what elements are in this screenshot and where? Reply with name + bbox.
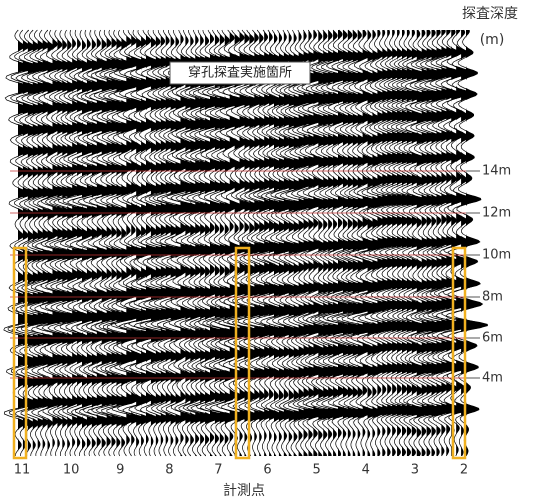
wiggle-trace <box>47 29 77 457</box>
depth-label: 10m <box>482 248 511 263</box>
wiggle-trace <box>36 29 68 457</box>
axis-unit: (m) <box>480 32 505 48</box>
wiggle-trace <box>90 29 119 457</box>
wiggle-trace <box>451 29 482 457</box>
trace-fill <box>210 30 228 456</box>
point-label: 11 <box>14 463 31 478</box>
depth-label: 8m <box>482 290 503 305</box>
wiggle-trace <box>144 29 176 457</box>
depth-label: 14m <box>482 164 511 179</box>
point-label: 3 <box>411 463 419 478</box>
point-label: 7 <box>214 463 222 478</box>
point-label: 8 <box>165 463 173 478</box>
wiggle-trace <box>133 29 167 457</box>
trace-fill <box>249 30 272 456</box>
borehole-box <box>12 246 28 460</box>
trace-fill <box>466 30 488 456</box>
wiggle-trace <box>3 29 32 457</box>
trace-fill <box>195 30 212 456</box>
wiggle-trace <box>110 29 141 457</box>
point-label: 4 <box>362 463 370 478</box>
trace-fill <box>323 30 343 456</box>
trace-fill <box>180 30 200 456</box>
depth-label: 12m <box>482 206 511 221</box>
overlay-group: 14m 12m 10m 8m 6m 4m 11 10 9 8 7 6 5 4 3 2 <box>10 164 511 478</box>
wiggle-trace <box>20 29 55 457</box>
depth-label: 6m <box>482 331 503 346</box>
trace-fill <box>244 30 267 456</box>
borehole-box <box>451 246 467 460</box>
trace-fill <box>318 30 338 456</box>
wiggle-trace <box>118 29 152 457</box>
wiggle-trace <box>95 29 124 457</box>
trace-fill <box>274 30 295 456</box>
point-label: 10 <box>63 463 80 478</box>
wiggle-trace <box>106 29 135 457</box>
trace-fill <box>259 30 280 456</box>
trace-fill <box>288 30 308 456</box>
depth-label: 4m <box>482 371 503 386</box>
wiggle-trace <box>15 29 49 457</box>
wiggle-trace <box>72 29 99 457</box>
wiggle-trace <box>11 29 44 457</box>
trace-fill <box>303 30 322 456</box>
trace-fill <box>219 30 238 456</box>
trace-fill <box>278 30 299 456</box>
wiggle-trace <box>123 29 157 457</box>
wiggle-trace <box>101 29 129 457</box>
trace-fill <box>308 30 328 456</box>
point-label: 6 <box>263 463 271 478</box>
borehole-box <box>234 246 251 460</box>
point-label: 2 <box>460 463 468 478</box>
annotation-box <box>169 61 311 85</box>
axis-title: 探査深度 <box>462 6 518 22</box>
wiggle-trace <box>150 29 181 457</box>
point-label: 9 <box>116 463 124 478</box>
trace-fill <box>214 30 233 456</box>
wiggle-trace <box>53 29 82 457</box>
wiggle-trace <box>25 29 60 457</box>
wiggle-trace <box>77 29 104 457</box>
wiggle-trace <box>199 29 228 457</box>
wiggle-trace <box>139 30 171 457</box>
wiggle-trace <box>41 29 73 457</box>
wiggle-trace <box>161 30 190 457</box>
trace-fill <box>293 30 312 456</box>
x-title: 計測点 <box>223 483 265 499</box>
wiggle-trace <box>87 29 114 457</box>
trace-fill <box>283 30 303 456</box>
wiggle-trace <box>62 29 91 457</box>
wiggle-trace <box>31 29 64 457</box>
wiggle-trace <box>67 29 95 457</box>
point-label: 5 <box>313 463 321 478</box>
trace-fill <box>146 30 168 456</box>
wiggle-trace <box>156 29 186 457</box>
trace-group <box>3 29 488 457</box>
annotation: 穿孔探査実施箇所 <box>188 65 292 81</box>
wiggle-trace <box>57 29 86 457</box>
